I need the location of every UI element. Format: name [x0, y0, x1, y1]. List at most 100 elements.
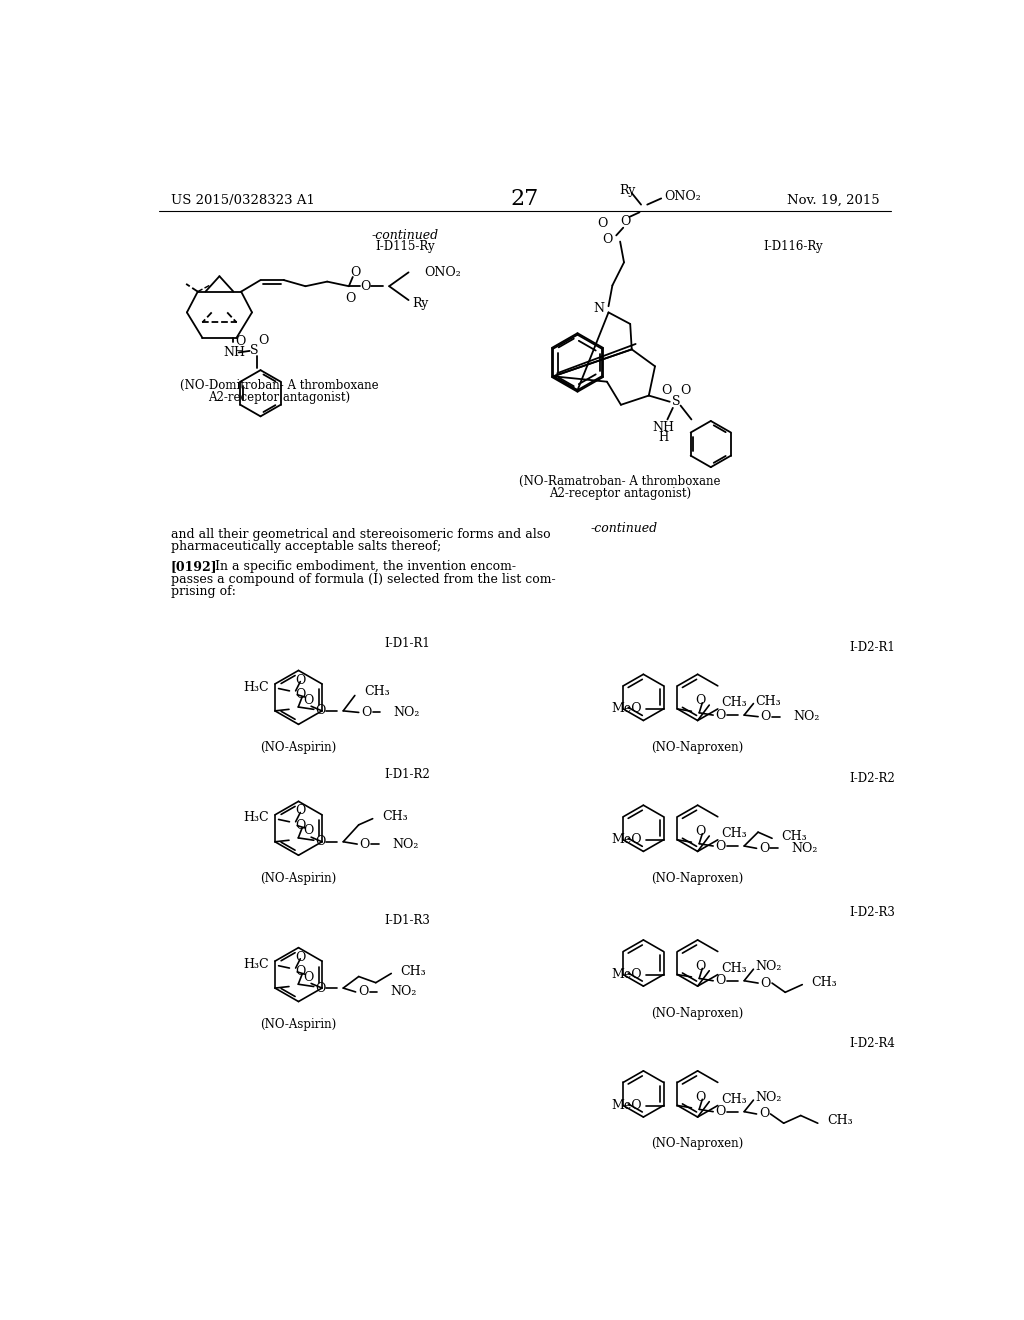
- Text: O: O: [303, 693, 313, 706]
- Text: O: O: [295, 673, 305, 686]
- Text: O: O: [695, 825, 706, 838]
- Text: O: O: [695, 694, 706, 708]
- Text: O: O: [716, 709, 726, 722]
- Text: O: O: [314, 836, 326, 849]
- Text: Ry: Ry: [413, 297, 429, 310]
- Text: I-D115-Ry: I-D115-Ry: [376, 240, 435, 253]
- Text: O: O: [716, 840, 726, 853]
- Text: CH₃: CH₃: [812, 975, 838, 989]
- Text: CH₃: CH₃: [722, 1093, 748, 1106]
- Text: O: O: [359, 838, 370, 850]
- Text: passes a compound of formula (I) selected from the list com-: passes a compound of formula (I) selecte…: [171, 573, 555, 586]
- Text: [0192]: [0192]: [171, 560, 217, 573]
- Text: pharmaceutically acceptable salts thereof;: pharmaceutically acceptable salts thereo…: [171, 540, 441, 553]
- Text: O: O: [360, 280, 371, 293]
- Text: O: O: [597, 218, 607, 231]
- Text: -continued: -continued: [372, 228, 439, 242]
- Text: CH₃: CH₃: [755, 694, 780, 708]
- Text: O: O: [295, 804, 305, 817]
- Text: H: H: [658, 430, 669, 444]
- Text: O: O: [716, 974, 726, 987]
- Text: I-D2-R3: I-D2-R3: [849, 907, 895, 920]
- Text: CH₃: CH₃: [365, 685, 390, 698]
- Text: NO₂: NO₂: [792, 842, 818, 855]
- Text: O: O: [295, 965, 306, 978]
- Text: (NO-Domitroban- A thromboxane: (NO-Domitroban- A thromboxane: [180, 379, 379, 392]
- Text: CH₃: CH₃: [781, 829, 807, 842]
- Text: O: O: [761, 977, 771, 990]
- Text: O: O: [258, 334, 269, 347]
- Text: US 2015/0328323 A1: US 2015/0328323 A1: [171, 194, 314, 207]
- Text: ONO₂: ONO₂: [424, 265, 461, 279]
- Text: and all their geometrical and stereoisomeric forms and also: and all their geometrical and stereoisom…: [171, 528, 550, 541]
- Text: ONO₂: ONO₂: [665, 190, 701, 203]
- Text: I-D2-R4: I-D2-R4: [849, 1038, 895, 1051]
- Text: (NO-Aspirin): (NO-Aspirin): [260, 871, 337, 884]
- Text: H₃C: H₃C: [243, 958, 268, 970]
- Text: O: O: [236, 335, 246, 348]
- Text: O: O: [361, 706, 372, 719]
- Text: (NO-Aspirin): (NO-Aspirin): [260, 1018, 337, 1031]
- Text: H₃C: H₃C: [243, 681, 268, 693]
- Text: -continued: -continued: [591, 521, 657, 535]
- Text: Nov. 19, 2015: Nov. 19, 2015: [787, 194, 880, 207]
- Text: O: O: [295, 950, 305, 964]
- Text: (NO-Naproxen): (NO-Naproxen): [651, 1007, 743, 1019]
- Text: (NO-Aspirin): (NO-Aspirin): [260, 741, 337, 754]
- Text: O: O: [358, 986, 369, 998]
- Text: I-D2-R1: I-D2-R1: [850, 640, 895, 653]
- Text: A2-receptor antagonist): A2-receptor antagonist): [549, 487, 691, 500]
- Text: (NO-Ramatroban- A thromboxane: (NO-Ramatroban- A thromboxane: [519, 475, 721, 488]
- Text: O: O: [303, 825, 313, 837]
- Text: NO₂: NO₂: [755, 961, 781, 973]
- Text: O: O: [350, 265, 360, 279]
- Text: CH₃: CH₃: [382, 810, 408, 822]
- Text: N: N: [594, 302, 604, 315]
- Text: O: O: [680, 384, 690, 397]
- Text: O: O: [761, 710, 771, 723]
- Text: NO₂: NO₂: [393, 706, 420, 719]
- Text: (NO-Naproxen): (NO-Naproxen): [651, 871, 743, 884]
- Text: CH₃: CH₃: [400, 965, 426, 978]
- Text: S: S: [672, 395, 680, 408]
- Text: In a specific embodiment, the invention encom-: In a specific embodiment, the invention …: [215, 560, 516, 573]
- Text: O: O: [303, 970, 313, 983]
- Text: NO₂: NO₂: [793, 710, 819, 723]
- Text: NO₂: NO₂: [392, 838, 419, 850]
- Text: NH: NH: [223, 346, 245, 359]
- Text: I-D116-Ry: I-D116-Ry: [764, 240, 823, 253]
- Text: O: O: [695, 960, 706, 973]
- Text: O: O: [295, 688, 306, 701]
- Text: NO₂: NO₂: [755, 1092, 781, 1105]
- Text: O: O: [695, 1090, 706, 1104]
- Text: O: O: [759, 1107, 769, 1121]
- Text: NH: NH: [652, 421, 675, 434]
- Text: CH₃: CH₃: [722, 828, 748, 841]
- Text: O: O: [314, 982, 326, 994]
- Text: CH₃: CH₃: [722, 962, 748, 975]
- Text: prising of:: prising of:: [171, 585, 236, 598]
- Text: O: O: [662, 384, 672, 397]
- Text: MeO: MeO: [611, 968, 642, 981]
- Text: O: O: [602, 232, 612, 246]
- Text: MeO: MeO: [611, 1100, 642, 1111]
- Text: S: S: [250, 345, 259, 358]
- Text: NO₂: NO₂: [390, 986, 417, 998]
- Text: H₃C: H₃C: [243, 812, 268, 825]
- Text: A2-receptor antagonist): A2-receptor antagonist): [208, 391, 350, 404]
- Text: MeO: MeO: [611, 833, 642, 846]
- Text: O: O: [621, 215, 631, 228]
- Text: O: O: [345, 292, 355, 305]
- Text: CH₃: CH₃: [827, 1114, 853, 1127]
- Text: MeO: MeO: [611, 702, 642, 715]
- Text: (NO-Naproxen): (NO-Naproxen): [651, 741, 743, 754]
- Text: (NO-Naproxen): (NO-Naproxen): [651, 1138, 743, 1151]
- Text: O: O: [716, 1105, 726, 1118]
- Text: I-D1-R1: I-D1-R1: [384, 638, 430, 649]
- Text: I-D1-R2: I-D1-R2: [384, 768, 430, 781]
- Text: CH₃: CH₃: [722, 696, 748, 709]
- Text: I-D2-R2: I-D2-R2: [850, 772, 895, 785]
- Text: O: O: [295, 820, 306, 832]
- Text: I-D1-R3: I-D1-R3: [384, 915, 430, 927]
- Text: 27: 27: [511, 187, 539, 210]
